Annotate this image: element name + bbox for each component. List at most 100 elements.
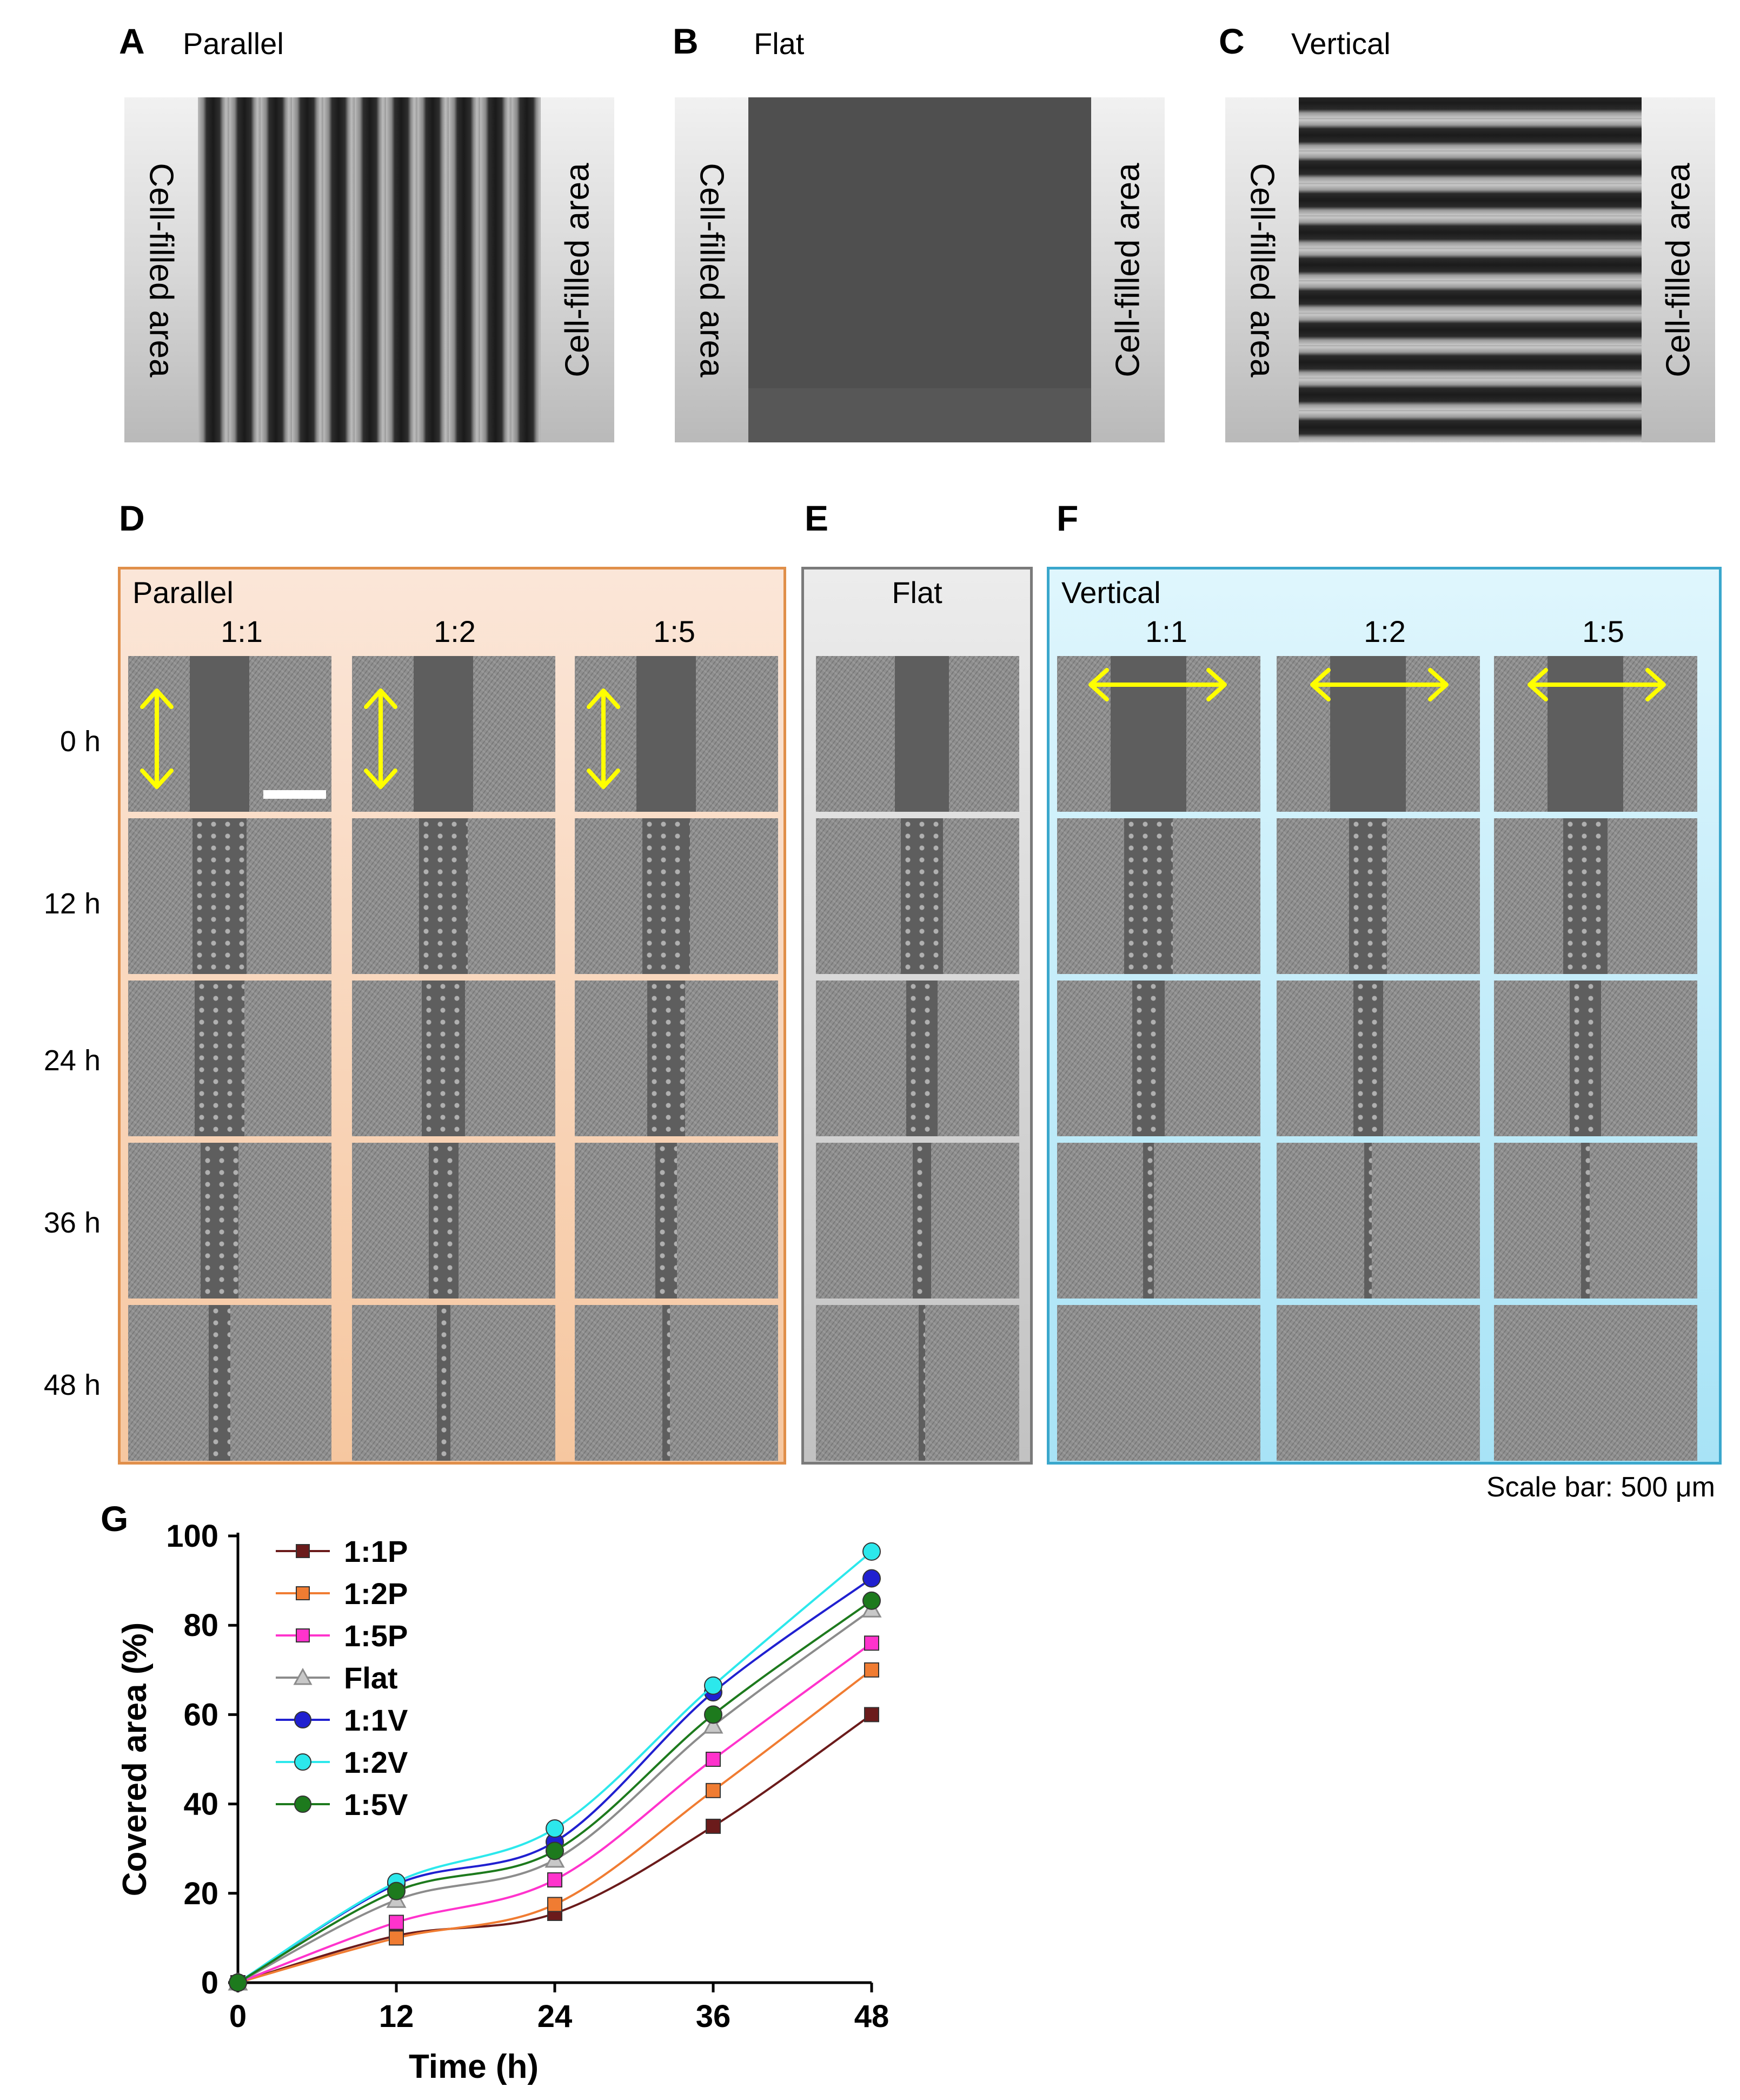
vertical-double-arrow xyxy=(364,688,397,789)
wound-gap xyxy=(906,981,938,1136)
micrograph-cell xyxy=(575,1305,778,1461)
micrograph-cell xyxy=(352,656,555,812)
parallel-channel-image: Cell-filled area Cell-filled area xyxy=(124,97,614,442)
micrograph-cell xyxy=(1277,818,1480,974)
wound-gap xyxy=(436,1305,450,1461)
micrograph-cell xyxy=(1277,981,1480,1136)
legend-marker xyxy=(294,1753,311,1771)
side-label-right: Cell-filled area xyxy=(559,162,596,377)
micrograph-cell xyxy=(816,1143,1019,1299)
horizontal-double-arrow xyxy=(1528,668,1666,701)
series-Flat xyxy=(228,1599,882,1991)
wound-gap xyxy=(1349,818,1387,974)
column-label: 1:1 xyxy=(221,614,263,648)
data-point xyxy=(387,1882,406,1900)
coverage-line-chart: 0 20 40 60 80 100 0 12 24 36 48 Time (h) Covered are… xyxy=(116,1519,889,2085)
series-line xyxy=(237,1642,873,1984)
wound-gap xyxy=(1124,818,1173,974)
data-point xyxy=(229,1973,247,1992)
micrograph-cell xyxy=(1057,818,1260,974)
data-point xyxy=(547,1872,562,1888)
panel-title: Flat xyxy=(754,27,805,61)
wound-gap xyxy=(209,1305,231,1461)
micrograph-cell xyxy=(816,981,1019,1136)
data-point xyxy=(864,1635,879,1651)
wound-gap xyxy=(900,818,943,974)
wound-gap xyxy=(894,656,949,812)
micrograph-cell xyxy=(128,1305,331,1461)
y-tick-label: 80 xyxy=(183,1608,218,1643)
micrograph-cell xyxy=(816,1305,1019,1461)
data-point xyxy=(864,1662,879,1678)
micrograph-cell xyxy=(1057,981,1260,1136)
x-axis-label: Time (h) xyxy=(409,2048,539,2085)
vertical-channel-image: Cell-filled area Cell-filled area xyxy=(1225,97,1715,442)
column-label: 1:2 xyxy=(1364,614,1406,648)
side-label-right: Cell-filled area xyxy=(1659,162,1697,377)
side-label-left: Cell-filled area xyxy=(142,162,180,377)
wound-gap xyxy=(1364,1143,1372,1299)
vertical-double-arrow xyxy=(140,688,174,789)
horizontal-double-arrow xyxy=(1088,668,1227,701)
column-label: 1:5 xyxy=(653,614,695,648)
legend-label: 1:5V xyxy=(344,1787,408,1821)
x-tick-label: 36 xyxy=(696,1999,731,2034)
micrograph-cell xyxy=(352,818,555,974)
series-1:2V xyxy=(229,1542,881,1992)
scale-bar-caption: Scale bar: 500 μm xyxy=(1486,1472,1715,1503)
panel-letter: A xyxy=(119,21,145,61)
wound-gap xyxy=(1570,981,1602,1136)
wound-gap xyxy=(1353,981,1383,1136)
time-label: 0 h xyxy=(59,725,101,758)
frame-label: Parallel xyxy=(132,575,234,610)
legend-marker xyxy=(296,1544,310,1558)
frame-label: Flat xyxy=(892,575,942,610)
y-tick-label: 0 xyxy=(201,1965,218,2000)
micrograph-cell xyxy=(1494,1305,1697,1461)
x-tick-label: 24 xyxy=(537,1999,573,2034)
panel-letter: C xyxy=(1219,21,1245,61)
x-tick-label: 0 xyxy=(229,1999,247,2034)
series-line xyxy=(237,1577,873,1984)
wound-gap xyxy=(190,656,250,812)
data-point xyxy=(862,1542,881,1561)
wound-gap xyxy=(192,818,247,974)
panel-letter-g: G xyxy=(101,1499,129,1539)
legend-marker xyxy=(294,1711,311,1728)
data-point xyxy=(706,1752,721,1767)
micrograph-cell xyxy=(128,1143,331,1299)
micrograph-cell xyxy=(1057,1143,1260,1299)
data-point xyxy=(862,1591,881,1610)
wound-gap xyxy=(912,1143,931,1299)
x-tick-label: 12 xyxy=(379,1999,414,2034)
panel-title: Parallel xyxy=(183,27,284,61)
frame-label: Vertical xyxy=(1061,575,1161,610)
data-point xyxy=(706,1783,721,1798)
micrograph-cell xyxy=(816,818,1019,974)
side-label-left: Cell-filled area xyxy=(1243,162,1281,377)
flat-channel-image: Cell-filled area Cell-filled area xyxy=(675,97,1165,442)
wound-gap xyxy=(662,1305,670,1461)
vertical-frame: Vertical 1:1 1:2 1:5 xyxy=(1047,567,1722,1465)
y-tick-label: 40 xyxy=(183,1787,218,1822)
micrograph-cell xyxy=(1277,1143,1480,1299)
wound-gap xyxy=(201,1143,239,1299)
legend-marker xyxy=(293,1667,313,1685)
data-point xyxy=(547,1897,562,1912)
micrograph-cell xyxy=(352,1305,555,1461)
series-line xyxy=(237,1600,873,1984)
wound-gap xyxy=(1143,1143,1154,1299)
legend-label: 1:2V xyxy=(344,1745,408,1779)
legend-label: 1:1V xyxy=(344,1703,408,1737)
micrograph-cell xyxy=(816,656,1019,812)
series-line xyxy=(237,1669,873,1984)
data-point xyxy=(704,1705,722,1724)
micrograph-cell xyxy=(575,656,778,812)
micrograph-cell xyxy=(575,1143,778,1299)
panel-letter-f: F xyxy=(1057,498,1079,538)
series-1:5V xyxy=(229,1591,881,1992)
x-tick-label: 48 xyxy=(854,1999,889,2034)
micrograph-cell xyxy=(128,981,331,1136)
wound-gap xyxy=(195,981,245,1136)
column-label: 1:1 xyxy=(1145,614,1187,648)
